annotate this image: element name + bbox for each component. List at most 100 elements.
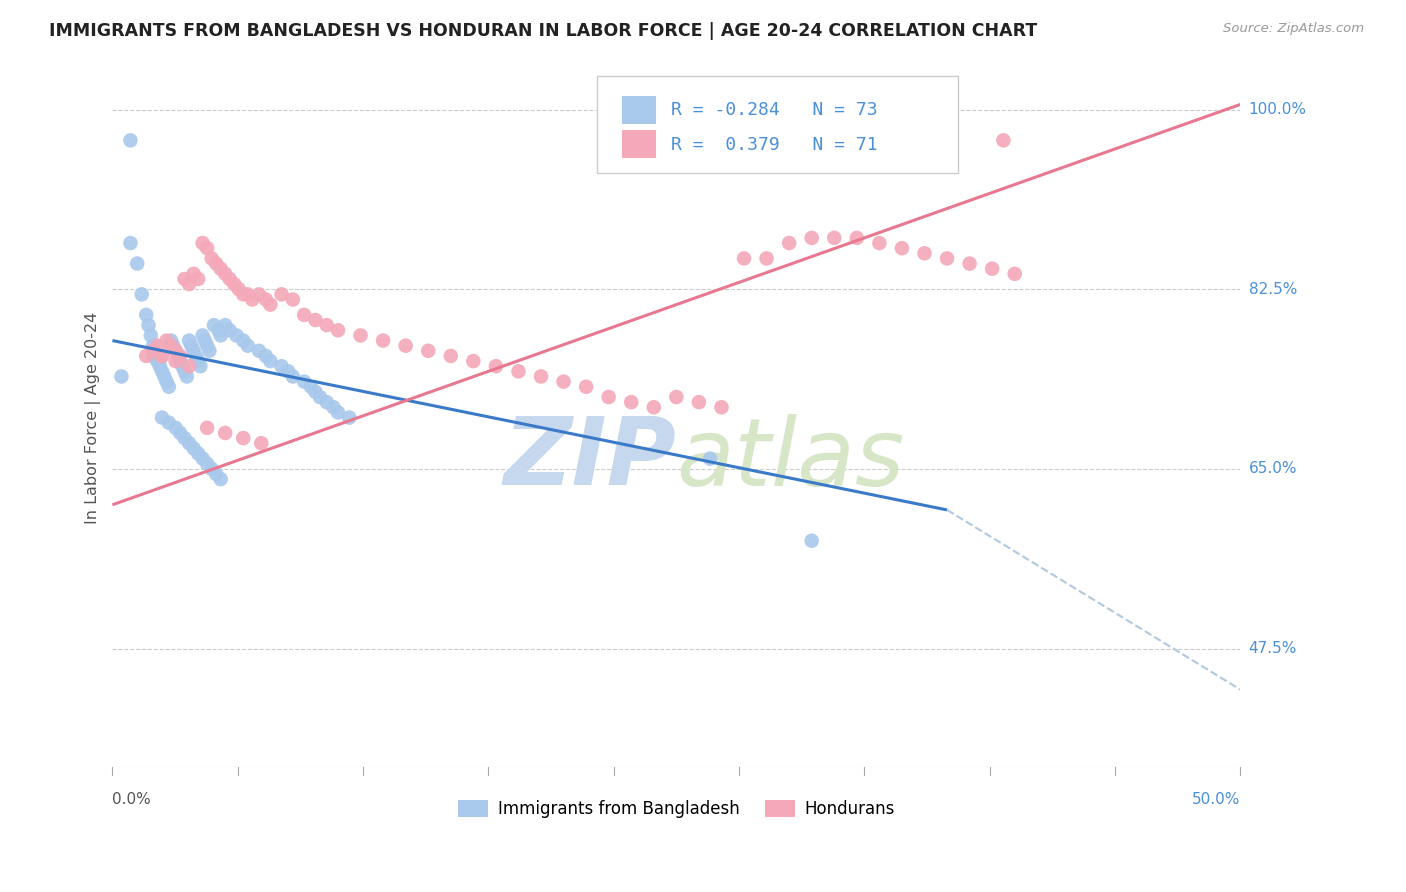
Point	[228, 282, 250, 296]
Point	[173, 272, 195, 286]
Point	[800, 231, 823, 245]
Point	[304, 313, 326, 327]
Point	[292, 308, 315, 322]
Point	[214, 267, 236, 281]
Point	[643, 401, 665, 415]
Point	[959, 256, 981, 270]
Text: Source: ZipAtlas.com: Source: ZipAtlas.com	[1223, 22, 1364, 36]
FancyBboxPatch shape	[598, 76, 959, 173]
Point	[162, 339, 184, 353]
Y-axis label: In Labor Force | Age 20-24: In Labor Force | Age 20-24	[86, 311, 101, 524]
Point	[142, 339, 165, 353]
Point	[207, 323, 229, 337]
Point	[218, 272, 240, 286]
Point	[890, 241, 912, 255]
Point	[180, 339, 202, 353]
Point	[733, 252, 755, 266]
Point	[485, 359, 508, 374]
Point	[315, 318, 337, 333]
Point	[165, 421, 187, 435]
Point	[304, 384, 326, 399]
Point	[914, 246, 936, 260]
Point	[463, 354, 485, 368]
Point	[195, 241, 218, 255]
Point	[218, 323, 240, 337]
Point	[155, 375, 177, 389]
Point	[232, 431, 254, 445]
Point	[993, 133, 1015, 147]
Point	[183, 343, 205, 358]
Point	[183, 442, 205, 456]
Point	[553, 375, 575, 389]
Point	[395, 339, 418, 353]
Point	[326, 405, 349, 419]
Point	[153, 369, 176, 384]
Legend: Immigrants from Bangladesh, Hondurans: Immigrants from Bangladesh, Hondurans	[451, 793, 901, 824]
Point	[187, 354, 209, 368]
Point	[142, 343, 165, 358]
Point	[179, 334, 201, 348]
Point	[135, 349, 157, 363]
Point	[194, 334, 217, 348]
Text: IMMIGRANTS FROM BANGLADESH VS HONDURAN IN LABOR FORCE | AGE 20-24 CORRELATION CH: IMMIGRANTS FROM BANGLADESH VS HONDURAN I…	[49, 22, 1038, 40]
Point	[165, 354, 187, 368]
Point	[322, 401, 344, 415]
Point	[142, 349, 165, 363]
Point	[209, 472, 232, 486]
Point	[371, 334, 394, 348]
Point	[309, 390, 332, 404]
Text: R = -0.284   N = 73: R = -0.284 N = 73	[671, 102, 877, 120]
Point	[157, 380, 180, 394]
Point	[247, 343, 270, 358]
Point	[169, 349, 191, 363]
Point	[845, 231, 868, 245]
Point	[173, 431, 195, 445]
Point	[195, 339, 218, 353]
Point	[823, 231, 845, 245]
Point	[981, 261, 1004, 276]
Point	[270, 359, 292, 374]
Point	[214, 318, 236, 333]
Point	[143, 349, 166, 363]
Point	[179, 359, 201, 374]
Text: 47.5%: 47.5%	[1249, 641, 1296, 656]
Point	[620, 395, 643, 409]
Point	[191, 328, 214, 343]
Text: ZIP: ZIP	[503, 413, 676, 506]
Point	[232, 334, 254, 348]
Point	[326, 323, 349, 337]
Point	[254, 349, 277, 363]
FancyBboxPatch shape	[623, 130, 657, 158]
Text: 65.0%: 65.0%	[1249, 461, 1298, 476]
Point	[205, 467, 228, 481]
Point	[131, 287, 153, 301]
Text: 0.0%: 0.0%	[112, 792, 152, 807]
Point	[191, 451, 214, 466]
Text: R =  0.379   N = 71: R = 0.379 N = 71	[671, 136, 877, 154]
Point	[150, 349, 173, 363]
Text: 100.0%: 100.0%	[1249, 102, 1306, 117]
Point	[169, 354, 191, 368]
Point	[778, 235, 800, 250]
Point	[120, 133, 142, 147]
Point	[157, 416, 180, 430]
Point	[184, 349, 207, 363]
Point	[665, 390, 688, 404]
Point	[236, 339, 259, 353]
Point	[172, 359, 194, 374]
Point	[240, 293, 263, 307]
Point	[179, 436, 201, 450]
Point	[160, 339, 183, 353]
Text: 82.5%: 82.5%	[1249, 282, 1296, 297]
Point	[169, 425, 191, 440]
Point	[254, 293, 277, 307]
Point	[936, 252, 959, 266]
Point	[195, 421, 218, 435]
Point	[127, 256, 149, 270]
Point	[120, 235, 142, 250]
Point	[195, 457, 218, 471]
Text: atlas: atlas	[676, 414, 904, 505]
Point	[214, 425, 236, 440]
Point	[349, 328, 371, 343]
Point	[149, 359, 172, 374]
